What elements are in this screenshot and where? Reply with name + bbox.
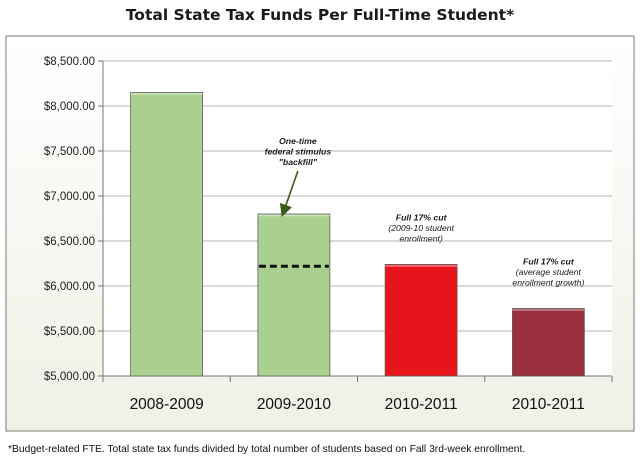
annotation-text: (average student xyxy=(516,267,582,277)
annotation-text: Full 17% cut xyxy=(396,212,448,222)
y-tick-label: $5,500.00 xyxy=(44,326,95,338)
y-tick-label: $7,500.00 xyxy=(44,146,95,158)
annotation-text: federal stimulus xyxy=(265,147,332,157)
y-tick-label: $8,000.00 xyxy=(44,101,95,113)
y-tick-label: $8,500.00 xyxy=(44,56,95,68)
annotation-text: enrollment growth) xyxy=(512,278,584,288)
bar xyxy=(384,263,458,377)
bar xyxy=(511,308,585,377)
annotation-text: (2009-10 student xyxy=(388,223,454,233)
annotation-text: Full 17% cut xyxy=(523,257,575,267)
annotation-text: enrollment) xyxy=(399,233,443,243)
x-category-label: 2009-2010 xyxy=(257,396,332,413)
y-tick-label: $5,000.00 xyxy=(44,371,95,383)
y-tick-label: $6,500.00 xyxy=(44,236,95,248)
x-category-label: 2008-2009 xyxy=(130,396,204,413)
annotation-arrow xyxy=(279,170,299,218)
annotation-text: "backfill" xyxy=(279,157,318,167)
bar xyxy=(130,92,204,377)
bar xyxy=(257,213,331,377)
y-tick-label: $6,000.00 xyxy=(44,281,95,293)
footnote: *Budget-related FTE. Total state tax fun… xyxy=(8,444,526,455)
annotation-text: One-time xyxy=(279,136,317,146)
x-category-label: 2010-2011 xyxy=(385,396,458,413)
y-tick-label: $7,000.00 xyxy=(44,191,95,203)
chart-title: Total State Tax Funds Per Full-Time Stud… xyxy=(125,6,515,24)
x-category-label: 2010-2011 xyxy=(512,396,585,413)
